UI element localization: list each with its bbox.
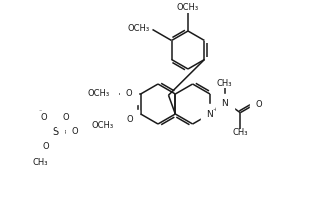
Text: OCH₃: OCH₃ [87,89,110,99]
Text: +: + [212,107,217,112]
Text: CH₃: CH₃ [217,79,232,88]
Text: OCH₃: OCH₃ [177,4,199,13]
Text: O: O [256,100,262,109]
Text: OCH₃: OCH₃ [92,120,113,130]
Text: O: O [42,142,49,152]
Text: O: O [41,113,47,122]
Text: O: O [126,89,132,99]
Text: ⁻: ⁻ [38,111,42,116]
Text: OCH₃: OCH₃ [127,24,150,33]
Text: CH₃: CH₃ [33,158,48,167]
Text: O: O [63,113,69,122]
Text: S: S [52,127,58,137]
Text: O: O [127,116,133,124]
Text: N: N [221,99,228,108]
Text: O: O [72,127,78,135]
Text: N: N [207,110,213,119]
Text: CH₃: CH₃ [233,128,248,137]
